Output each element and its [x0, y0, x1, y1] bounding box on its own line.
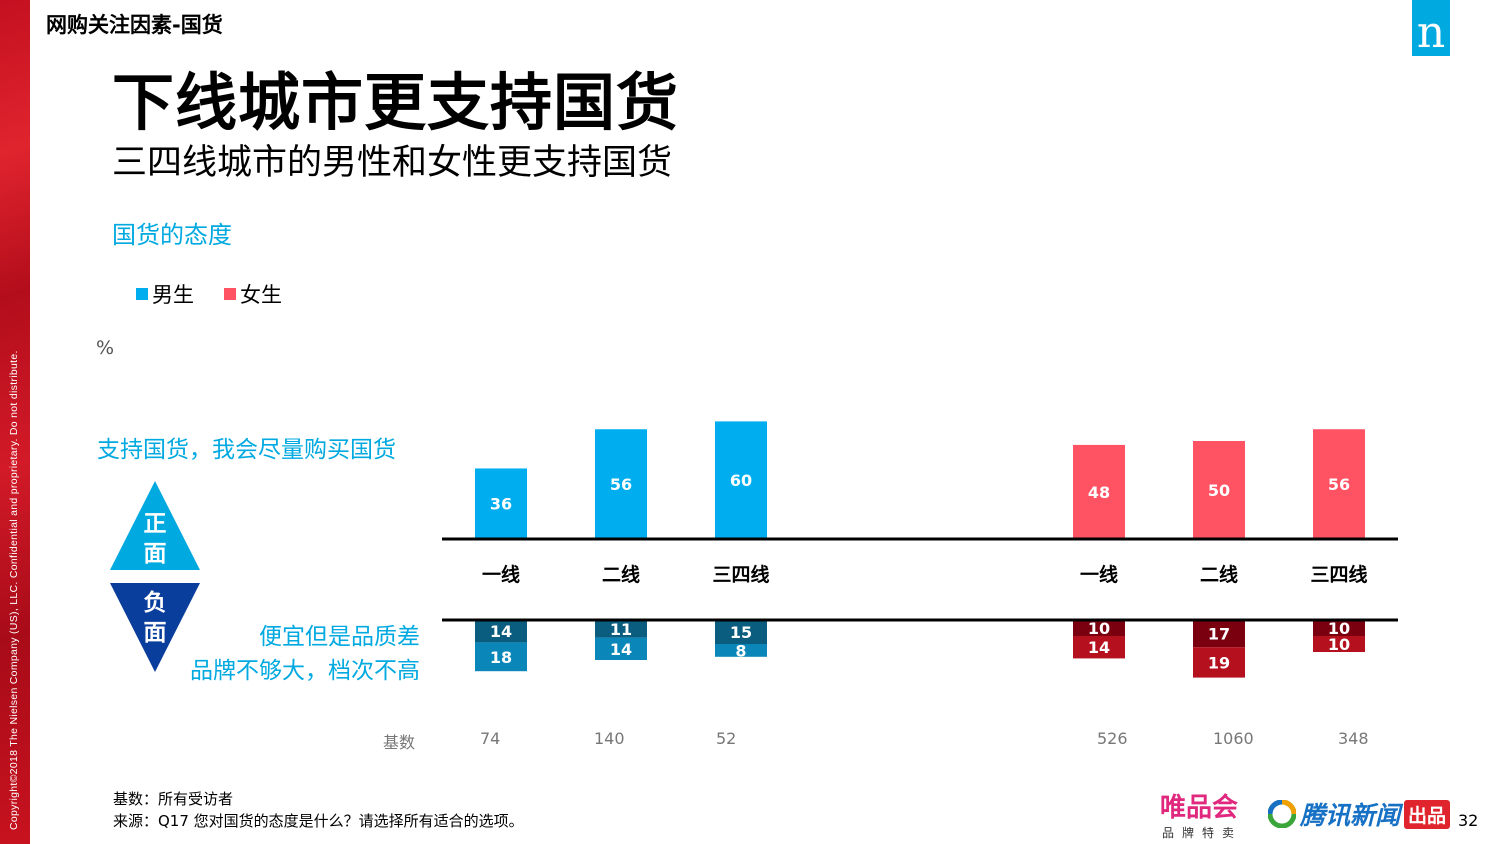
bar-positive [1073, 444, 1125, 539]
tencent-news-icon [1268, 800, 1296, 828]
footnote-base: 基数：所有受访者 [113, 790, 234, 808]
page-subtitle: 三四线城市的男性和女性更支持国货 [112, 143, 673, 183]
bar-positive [715, 421, 767, 539]
chart-title: 国货的态度 [112, 221, 232, 249]
data-label-positive: 36 [490, 495, 512, 514]
legend-swatch-male [136, 288, 148, 300]
bar-negative-1 [1193, 620, 1245, 648]
y-unit-label: % [96, 337, 115, 359]
data-label-positive: 56 [610, 475, 632, 494]
base-value: 348 [1338, 729, 1369, 748]
negative-label-1: 便宜但是品质差 [259, 624, 420, 650]
bar-negative-2 [1073, 636, 1125, 659]
bar-negative-2 [595, 637, 647, 660]
data-label-negative-2: 14 [1088, 638, 1110, 657]
category-label: 三四线 [1310, 563, 1367, 586]
tencent-news-logo: 腾讯新闻 出品 [1268, 796, 1451, 832]
data-label-negative-2: 18 [490, 648, 512, 667]
positive-triangle [110, 481, 200, 570]
data-label-negative-2: 14 [610, 640, 632, 659]
bar-negative-2 [1193, 647, 1245, 678]
bar-positive [595, 429, 647, 539]
negative-triangle-label-2: 面 [144, 620, 167, 646]
chart-legend: 男生 女生 [136, 279, 282, 309]
data-label-positive: 60 [730, 471, 752, 490]
bar-negative-1 [595, 620, 647, 638]
base-value: 52 [716, 729, 737, 748]
base-value: 1060 [1213, 729, 1254, 748]
negative-triangle [110, 583, 200, 672]
vip-logo-subtitle: 品牌特卖 [1162, 826, 1243, 840]
category-label: 一线 [482, 563, 520, 586]
bar-negative-2 [1313, 636, 1365, 652]
side-decoration [0, 0, 30, 844]
bar-positive [1313, 429, 1365, 539]
legend-item-male: 男生 [136, 279, 194, 309]
data-label-positive: 50 [1208, 481, 1230, 500]
bar-negative-1 [715, 620, 767, 644]
page-title: 下线城市更支持国货 [112, 66, 680, 139]
data-label-positive: 56 [1328, 475, 1350, 494]
positive-statement-label: 支持国货，我会尽量购买国货 [97, 437, 396, 463]
positive-triangle-label-2: 面 [144, 541, 167, 567]
bar-negative-2 [715, 644, 767, 657]
negative-label-2: 品牌不够大，档次不高 [190, 658, 420, 684]
section-label: 网购关注因素-国货 [46, 13, 223, 37]
data-label-negative-2: 8 [735, 641, 746, 660]
data-label-negative-2: 10 [1328, 635, 1350, 654]
data-label-negative-1: 15 [730, 623, 752, 642]
tencent-news-text: 腾讯新闻 [1300, 801, 1401, 830]
negative-statement-labels: 便宜但是品质差 品牌不够大，档次不高 [190, 620, 420, 688]
nielsen-logo: n [1412, 0, 1450, 58]
bar-negative-1 [1313, 620, 1365, 636]
bar-negative-2 [475, 642, 527, 672]
page-number: 32 [1458, 811, 1479, 830]
data-label-negative-1: 14 [490, 622, 512, 641]
data-label-negative-1: 11 [610, 620, 632, 639]
footnote-source: 来源：Q17 您对国货的态度是什么？请选择所有适合的选项。 [113, 812, 524, 830]
vip-logo: 唯品会 [1160, 793, 1239, 823]
base-value: 526 [1097, 729, 1128, 748]
data-label-negative-1: 10 [1328, 619, 1350, 638]
category-label: 二线 [602, 563, 640, 586]
bar-negative-1 [1073, 620, 1125, 636]
base-value: 74 [480, 729, 501, 748]
category-label: 二线 [1200, 563, 1238, 586]
data-label-negative-1: 17 [1208, 625, 1230, 644]
legend-item-female: 女生 [224, 279, 282, 309]
legend-label-female: 女生 [240, 283, 282, 307]
tencent-news-badge: 出品 [1404, 799, 1451, 829]
data-label-negative-1: 10 [1088, 619, 1110, 638]
legend-label-male: 男生 [152, 283, 194, 307]
negative-triangle-label-1: 负 [144, 590, 167, 616]
category-label: 三四线 [712, 563, 769, 586]
data-label-negative-2: 19 [1208, 653, 1230, 672]
bar-negative-1 [475, 620, 527, 643]
bar-positive [475, 468, 527, 539]
base-value: 140 [594, 729, 625, 748]
bar-positive [1193, 441, 1245, 539]
legend-swatch-female [224, 288, 236, 300]
base-count-label: 基数 [383, 733, 416, 752]
category-label: 一线 [1080, 563, 1118, 586]
positive-triangle-label-1: 正 [144, 511, 167, 537]
data-label-positive: 48 [1088, 483, 1110, 502]
